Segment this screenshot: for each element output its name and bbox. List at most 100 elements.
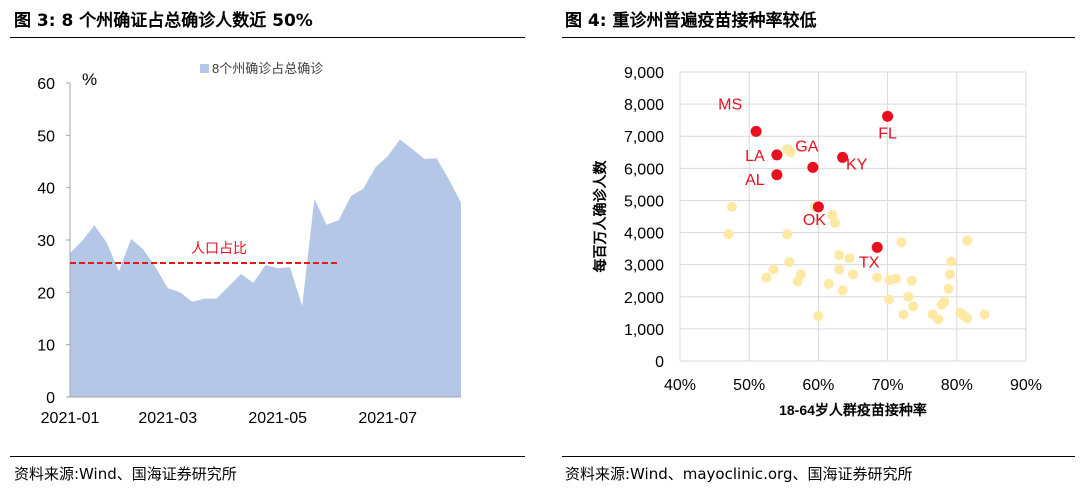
left-title-rule bbox=[10, 37, 525, 38]
left-y-tick-label: 40 bbox=[37, 181, 55, 198]
highlighted-state-point bbox=[771, 169, 783, 181]
right-y-tick-label: 1,000 bbox=[624, 322, 664, 339]
right-y-tick-label: 4,000 bbox=[624, 226, 664, 243]
scatter-y-axis-title: 每百万人确诊人数 bbox=[592, 160, 608, 273]
right-y-tick-label: 7,000 bbox=[624, 129, 664, 146]
right-y-tick-label: 5,000 bbox=[624, 193, 664, 210]
y-unit-label: % bbox=[82, 70, 97, 89]
state-point bbox=[933, 314, 944, 325]
right-x-tick-label: 90% bbox=[1010, 377, 1042, 394]
right-figure-title: 图 4: 重诊州普遍疫苗接种率较低 bbox=[565, 11, 817, 31]
state-point bbox=[906, 275, 917, 286]
highlighted-state-point bbox=[771, 149, 783, 161]
right-y-tick-label: 9,000 bbox=[624, 65, 664, 82]
state-point bbox=[761, 272, 772, 283]
state-label: FL bbox=[878, 125, 897, 142]
state-point bbox=[890, 273, 901, 284]
left-x-tick-label: 2021-05 bbox=[248, 410, 307, 427]
right-y-tick-label: 3,000 bbox=[624, 258, 664, 275]
area-series-fill bbox=[70, 139, 461, 397]
state-point bbox=[944, 269, 955, 280]
legend-swatch bbox=[200, 64, 209, 73]
state-point bbox=[883, 294, 894, 305]
state-point bbox=[834, 250, 845, 261]
right-x-tick-label: 80% bbox=[941, 377, 973, 394]
right-y-tick-label: 6,000 bbox=[624, 161, 664, 178]
state-point bbox=[768, 264, 779, 275]
state-point bbox=[903, 291, 914, 302]
left-y-tick-label: 30 bbox=[37, 233, 55, 250]
left-figure-title: 图 3: 8 个州确证占总确诊人数近 50% bbox=[14, 11, 313, 31]
state-point bbox=[834, 264, 845, 275]
left-x-tick-group: 2021-01 2021-03 2021-05 2021-07 bbox=[41, 410, 418, 427]
state-point bbox=[872, 272, 883, 283]
left-source-rule bbox=[10, 456, 525, 457]
state-point bbox=[979, 309, 990, 320]
state-point bbox=[726, 201, 737, 212]
left-y-tick-label: 0 bbox=[46, 390, 55, 407]
left-y-tick-label: 10 bbox=[37, 338, 55, 355]
left-y-tick-label: 50 bbox=[37, 128, 55, 145]
state-label: OK bbox=[803, 212, 826, 229]
state-point bbox=[962, 313, 973, 324]
state-label: TX bbox=[859, 254, 880, 271]
state-point bbox=[785, 147, 796, 158]
left-x-tick-label: 2021-03 bbox=[138, 410, 197, 427]
scatter-x-axis-title: 18-64岁人群疫苗接种率 bbox=[779, 402, 927, 418]
state-label: LA bbox=[745, 148, 765, 165]
state-point bbox=[898, 309, 909, 320]
right-x-tick-label: 70% bbox=[872, 377, 904, 394]
left-x-tick-label: 2021-01 bbox=[41, 410, 100, 427]
state-point bbox=[943, 283, 954, 294]
state-point bbox=[784, 257, 795, 268]
highlighted-state-point bbox=[750, 125, 762, 137]
highlighted-state-point bbox=[837, 151, 849, 163]
state-point bbox=[962, 235, 973, 246]
state-point bbox=[830, 217, 841, 228]
state-point bbox=[823, 278, 834, 289]
population-share-label: 人口占比 bbox=[191, 240, 247, 256]
state-point bbox=[813, 311, 824, 322]
right-y-tick-group: 0 1,000 2,000 3,000 4,000 5,000 6,000 7,000 8,00… bbox=[624, 65, 664, 371]
state-point bbox=[908, 301, 919, 312]
state-point bbox=[844, 253, 855, 264]
left-source-note: 资料来源:Wind、国海证券研究所 bbox=[14, 465, 237, 483]
state-point bbox=[896, 237, 907, 248]
state-point bbox=[827, 209, 838, 220]
highlighted-states-labels: MS FL LA GA KY AL OK TX bbox=[718, 96, 897, 271]
state-label: MS bbox=[718, 96, 742, 113]
right-x-tick-label: 40% bbox=[664, 377, 696, 394]
right-y-tick-label: 8,000 bbox=[624, 97, 664, 114]
left-x-tick-label: 2021-07 bbox=[358, 410, 417, 427]
left-y-tick-label: 20 bbox=[37, 285, 55, 302]
right-y-tick-label: 0 bbox=[655, 354, 664, 371]
state-point bbox=[939, 296, 950, 307]
state-label: KY bbox=[846, 156, 868, 173]
right-source-note: 资料来源:Wind、mayoclinic.org、国海证券研究所 bbox=[565, 465, 913, 483]
highlighted-state-point bbox=[871, 241, 883, 253]
legend-label: 8个州确诊占总确诊 bbox=[212, 61, 323, 76]
state-point bbox=[723, 229, 734, 240]
scatter-chart: 0 1,000 2,000 3,000 4,000 5,000 6,000 7,000 8,00… bbox=[592, 65, 1042, 418]
state-point bbox=[837, 285, 848, 296]
highlighted-states-points bbox=[750, 110, 894, 253]
state-point bbox=[946, 256, 957, 267]
right-title-rule bbox=[562, 37, 1075, 38]
state-point bbox=[848, 269, 858, 280]
left-y-tick-group: 0 10 20 30 40 50 60 bbox=[37, 76, 70, 407]
right-source-rule bbox=[562, 456, 1075, 457]
highlighted-state-point bbox=[812, 201, 824, 213]
state-point bbox=[796, 269, 807, 280]
state-label: GA bbox=[795, 138, 818, 155]
right-x-tick-label: 50% bbox=[733, 377, 765, 394]
right-y-tick-label: 2,000 bbox=[624, 290, 664, 307]
scatter-grid bbox=[679, 71, 1027, 362]
state-label: AL bbox=[745, 172, 765, 189]
state-point bbox=[782, 229, 793, 240]
highlighted-state-point bbox=[882, 110, 894, 122]
left-y-tick-label: 60 bbox=[37, 76, 55, 93]
right-x-tick-label: 60% bbox=[802, 377, 834, 394]
highlighted-state-point bbox=[807, 161, 819, 173]
